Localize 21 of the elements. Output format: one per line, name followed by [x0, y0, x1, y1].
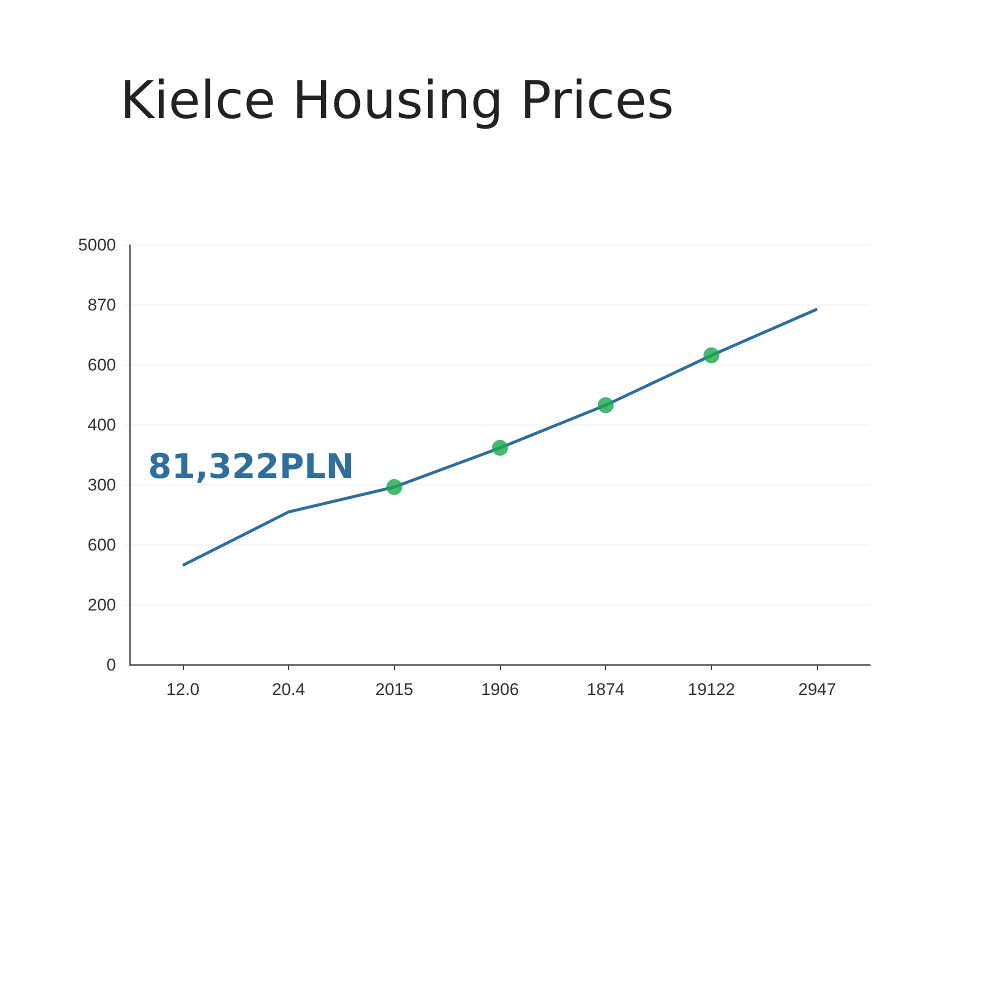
text: 200	[88, 596, 116, 614]
x-tick-label: 19122	[688, 680, 736, 699]
x-tick-label: 2947	[798, 680, 836, 699]
point	[598, 397, 614, 414]
text: 870	[88, 296, 116, 314]
annotation: 81,322PLN	[148, 447, 354, 487]
x-tick-label: 20.4	[272, 680, 306, 699]
text: 600	[88, 536, 116, 554]
x-tick-label: 12.0	[166, 680, 200, 699]
text: 400	[88, 416, 116, 434]
chart-title: Kielce Housing Prices	[120, 71, 674, 131]
text: 5000	[78, 236, 116, 254]
x-tick-label: 1906	[481, 680, 519, 699]
text: 300	[88, 476, 116, 494]
x-tick-label: 1874	[586, 680, 625, 699]
text: 600	[88, 356, 116, 374]
point	[492, 440, 508, 456]
point	[386, 479, 402, 496]
point	[703, 347, 720, 364]
text: 0	[106, 656, 116, 674]
x-tick-label: 2015	[375, 680, 414, 699]
